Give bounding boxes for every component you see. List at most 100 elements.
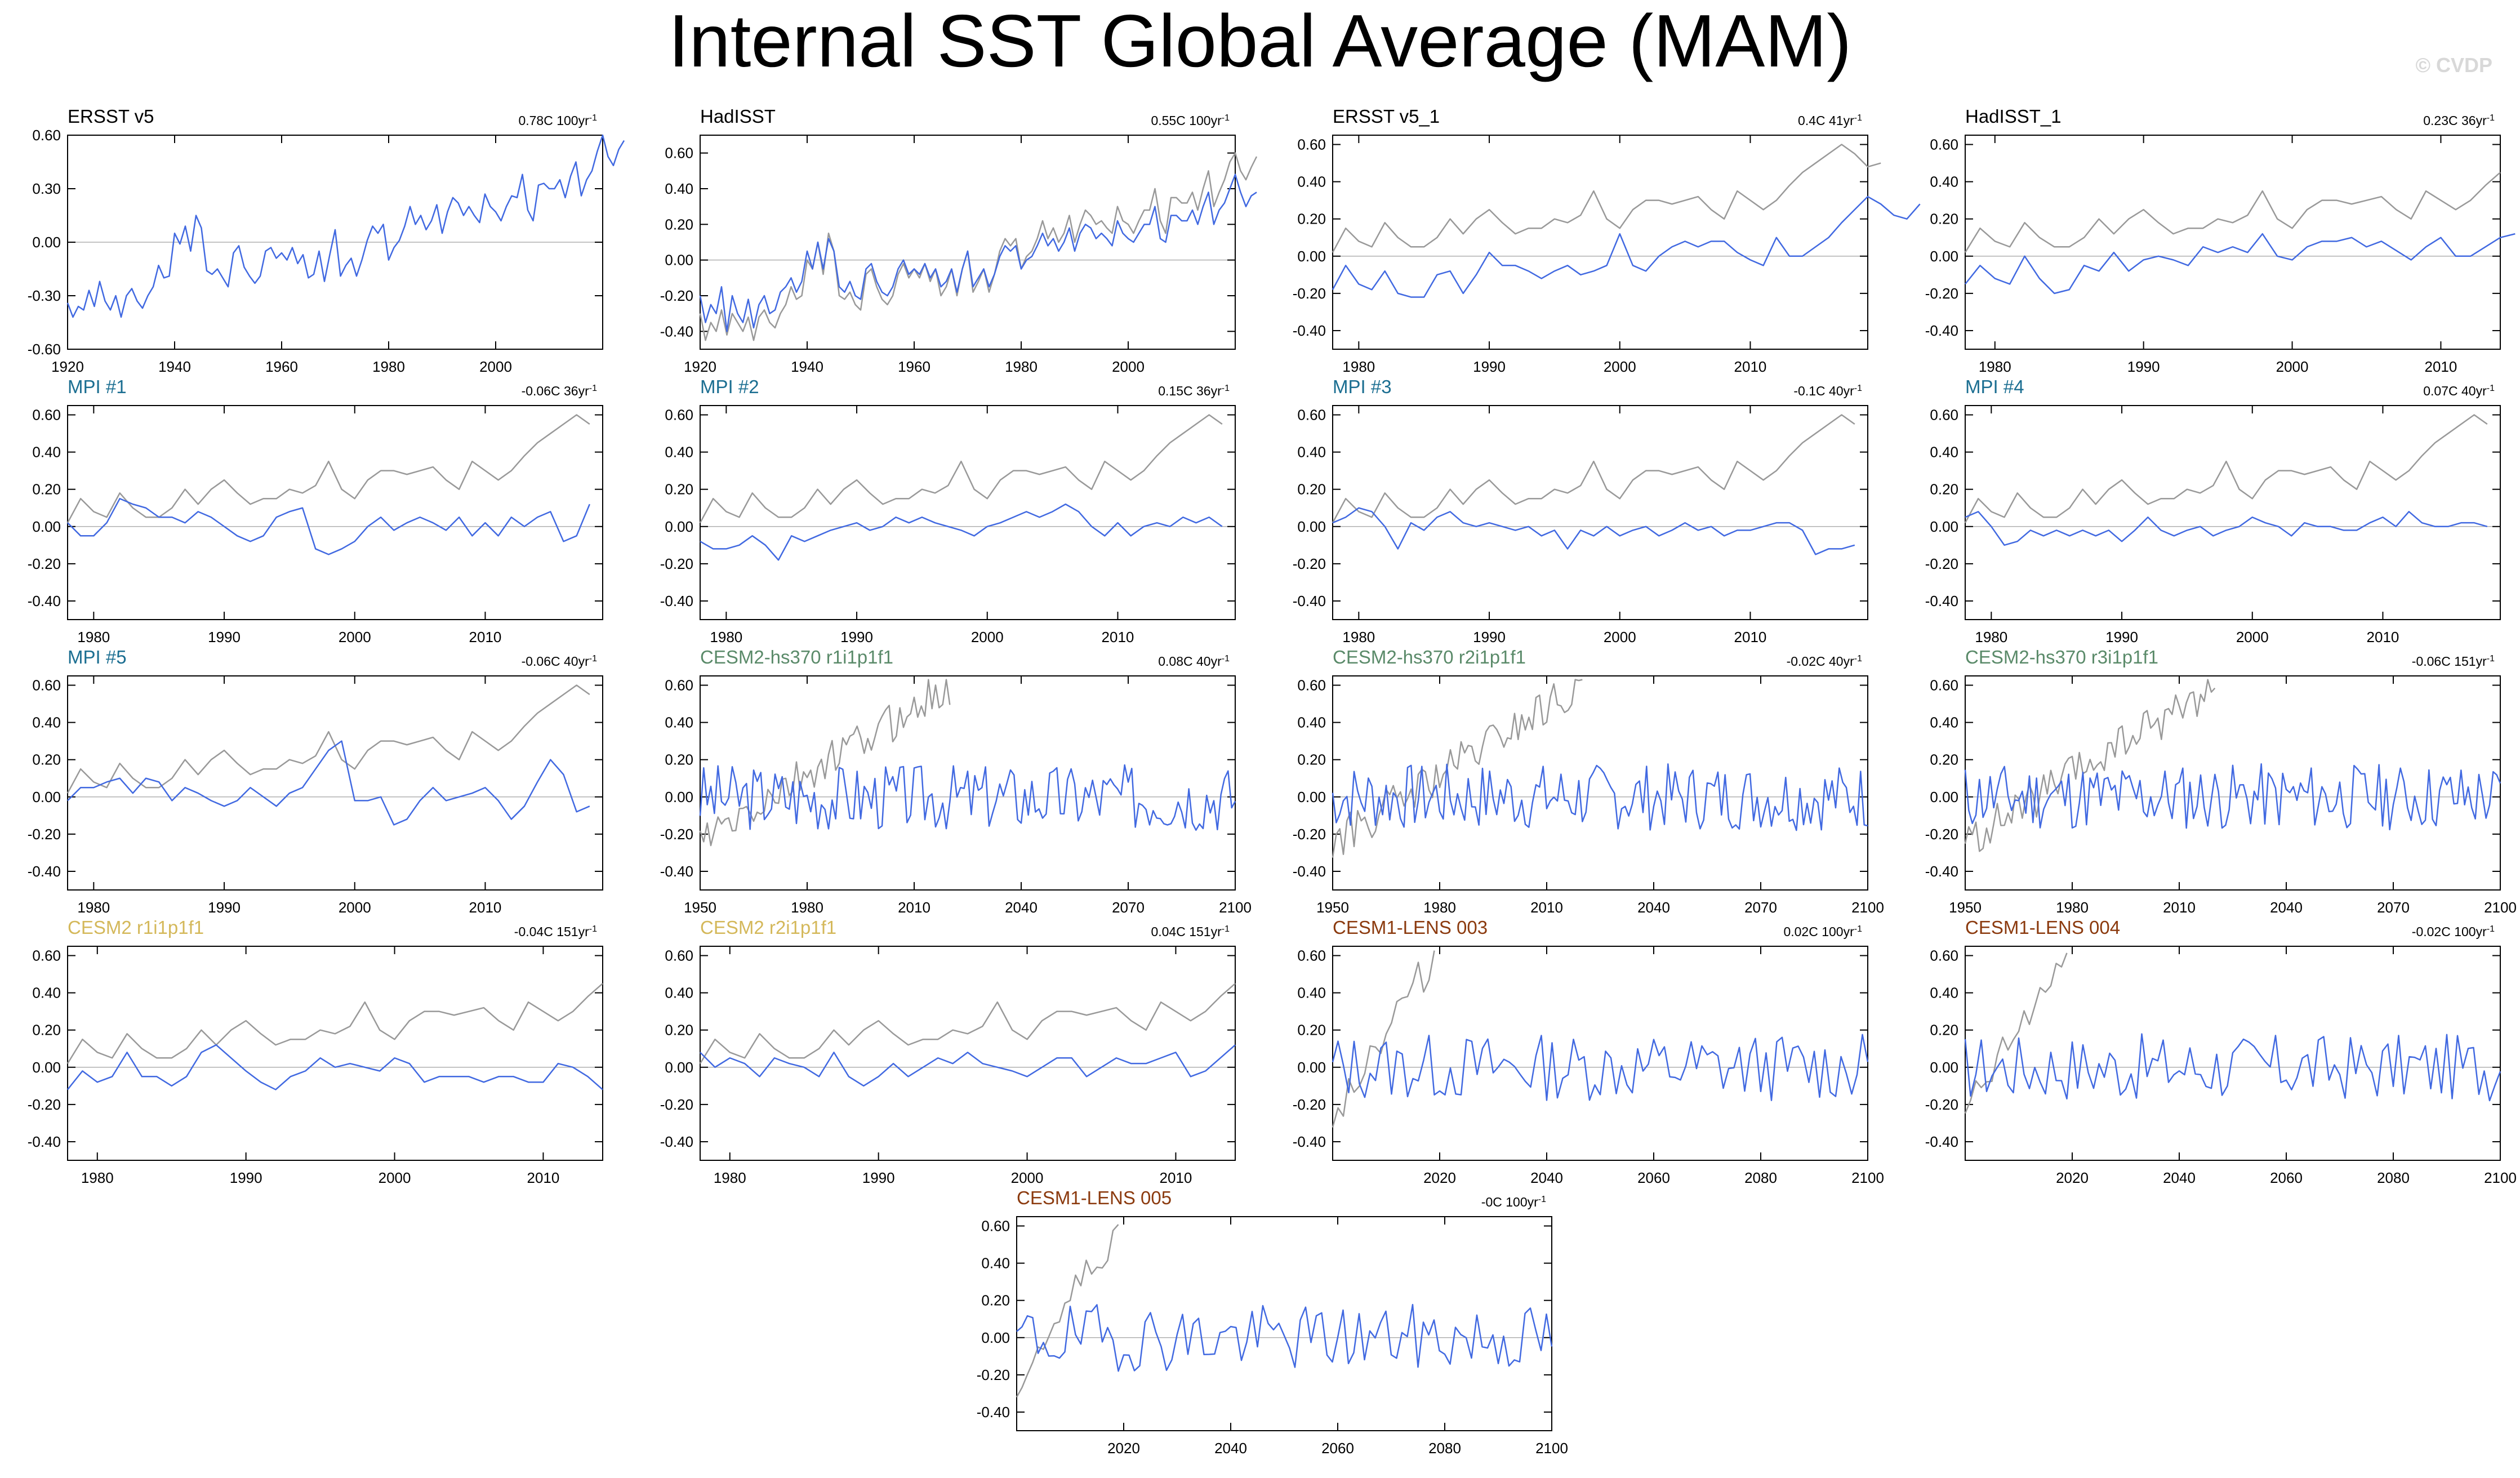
plot-frame (67, 946, 603, 1161)
trend-label: -0.02C 100yr-1 (2412, 924, 2495, 939)
trend-superscript: -1 (589, 654, 597, 664)
panel-title: HadISST_1 (1965, 106, 2062, 127)
y-tick-label: -0.20 (28, 1096, 61, 1113)
plot-frame (1965, 405, 2501, 620)
model-series-line (700, 1044, 1236, 1087)
trend-label: -0.04C 151yr-1 (514, 924, 597, 939)
y-tick-label: 0.40 (665, 444, 693, 461)
plot-frame (67, 405, 603, 620)
plot-frame (1332, 405, 1868, 620)
x-tick-label: 2010 (2425, 358, 2457, 375)
x-tick-label: 1980 (77, 899, 110, 916)
trend-superscript: -1 (1222, 384, 1230, 393)
obs-series-line (1332, 414, 1855, 523)
trend-superscript: -1 (589, 924, 597, 934)
panel-title: CESM1-LENS 003 (1333, 917, 1488, 938)
plot-frame (700, 135, 1236, 350)
y-tick-label: 0.00 (32, 789, 61, 805)
x-tick-label: 2070 (1112, 899, 1145, 916)
y-tick-label: 0.60 (1930, 677, 1958, 694)
x-tick-label: 1980 (2056, 899, 2089, 916)
x-tick-label: 2010 (1734, 358, 1767, 375)
y-tick-label: -0.40 (660, 863, 693, 880)
x-tick-label: 1980 (791, 899, 823, 916)
obs-series-line (66, 414, 590, 523)
x-tick-label: 1980 (710, 629, 742, 645)
trend-superscript: -1 (1854, 924, 1862, 934)
x-tick-label: 2000 (971, 629, 1004, 645)
y-tick-label: 0.20 (1930, 1022, 1958, 1039)
y-tick-label: -0.40 (1925, 593, 1958, 609)
y-tick-label: -0.40 (1925, 863, 1958, 880)
obs-series-line (699, 679, 951, 847)
y-tick-label: 0.40 (32, 985, 61, 1001)
trend-superscript: -1 (2487, 384, 2495, 393)
y-tick-label: 0.20 (32, 751, 61, 768)
y-tick-label: 0.00 (665, 789, 693, 805)
obs-series-line (66, 983, 603, 1064)
x-tick-label: 2060 (1637, 1169, 1670, 1186)
x-tick-label: 2100 (1219, 899, 1252, 916)
panel: HadISST 0.55C 100yr-1 -0.40 -0.20 0.00 0.20 0.… (660, 106, 1258, 375)
trend-superscript: -1 (1222, 113, 1230, 123)
trend-superscript: -1 (589, 113, 597, 123)
y-tick-label: -0.20 (660, 555, 693, 572)
trend-superscript: -1 (1854, 113, 1862, 123)
y-tick-label: 0.00 (1297, 1059, 1326, 1076)
y-tick-label: 0.20 (665, 481, 693, 498)
model-series-line (1332, 195, 1921, 298)
plot-frame (700, 946, 1236, 1161)
x-tick-label: 1920 (51, 358, 84, 375)
x-tick-label: 2040 (1214, 1440, 1247, 1457)
y-tick-label: 0.40 (1930, 173, 1958, 190)
panel-title: CESM2-hs370 r3i1p1f1 (1965, 647, 2158, 667)
trend-label: 0.4C 41yr-1 (1798, 113, 1862, 128)
y-tick-label: 0.20 (665, 1022, 693, 1039)
panel: CESM1-LENS 003 0.02C 100yr-1 -0.40 -0.20 0.0… (1293, 917, 1884, 1186)
plot-frame (67, 675, 603, 891)
model-series-line (1332, 1034, 1869, 1101)
plot-frame (700, 675, 1236, 891)
y-tick-label: 0.20 (1930, 211, 1958, 228)
x-tick-label: 1980 (372, 358, 405, 375)
panel-title: CESM2 r1i1p1f1 (68, 917, 204, 938)
trend-superscript: -1 (1854, 654, 1862, 664)
x-tick-label: 2080 (2377, 1169, 2410, 1186)
y-tick-label: -0.20 (1925, 285, 1958, 302)
y-tick-label: -0.20 (1293, 555, 1326, 572)
model-series-line (1016, 1303, 1553, 1372)
panel: MPI #3 -0.1C 40yr-1 -0.40 -0.20 0.00 0.20 0.40… (1293, 376, 1868, 645)
y-tick-label: 0.60 (1930, 407, 1958, 424)
trend-superscript: -1 (2487, 924, 2495, 934)
panel: MPI #1 -0.06C 36yr-1 -0.40 -0.20 0.00 0.20 0.4… (28, 376, 603, 645)
trend-label: 0.55C 100yr-1 (1151, 113, 1230, 128)
y-tick-label: 0.00 (32, 234, 61, 251)
y-tick-label: -0.20 (1925, 1096, 1958, 1113)
y-tick-label: -0.60 (28, 341, 61, 358)
x-tick-label: 2010 (2163, 899, 2196, 916)
plot-frame (1965, 135, 2501, 350)
panel: HadISST_1 0.23C 36yr-1 -0.40 -0.20 0.00 0.20 0… (1925, 106, 2515, 375)
x-tick-label: 1980 (1979, 358, 2011, 375)
x-tick-label: 2010 (898, 899, 930, 916)
x-tick-label: 1990 (208, 629, 241, 645)
x-tick-label: 1940 (791, 358, 823, 375)
model-series-line (67, 1044, 603, 1090)
y-tick-label: 0.40 (1297, 714, 1326, 731)
x-tick-label: 1960 (898, 358, 930, 375)
panel: CESM1-LENS 005 -0C 100yr-1 -0.40 -0.20 0.00 0… (977, 1187, 1568, 1457)
y-tick-label: 0.60 (32, 407, 61, 424)
y-tick-label: -0.40 (660, 1133, 693, 1150)
x-tick-label: 2000 (2276, 358, 2309, 375)
y-tick-label: 0.60 (1930, 136, 1958, 153)
x-tick-label: 1980 (1342, 629, 1375, 645)
y-tick-label: 0.00 (1930, 518, 1958, 535)
y-tick-label: 0.00 (665, 252, 693, 269)
obs-series-line (1016, 1224, 1119, 1398)
x-tick-label: 1980 (81, 1169, 114, 1186)
obs-series-line (1964, 952, 2068, 1114)
y-tick-label: 0.00 (665, 1059, 693, 1076)
y-tick-label: 0.20 (1930, 481, 1958, 498)
panel-title: ERSST v5 (68, 106, 154, 127)
y-tick-label: 0.40 (1297, 985, 1326, 1001)
